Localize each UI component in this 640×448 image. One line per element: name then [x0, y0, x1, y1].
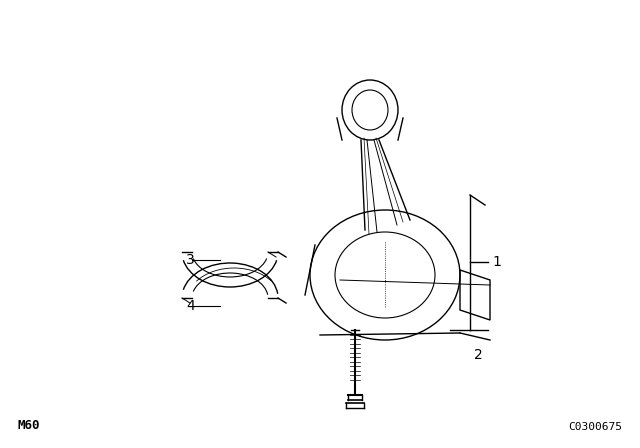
Text: 3: 3 [186, 253, 195, 267]
Text: 2: 2 [474, 348, 483, 362]
Text: C0300675: C0300675 [568, 422, 622, 432]
Text: M60: M60 [18, 419, 40, 432]
Text: 4: 4 [186, 299, 195, 313]
Text: 1: 1 [492, 255, 501, 270]
